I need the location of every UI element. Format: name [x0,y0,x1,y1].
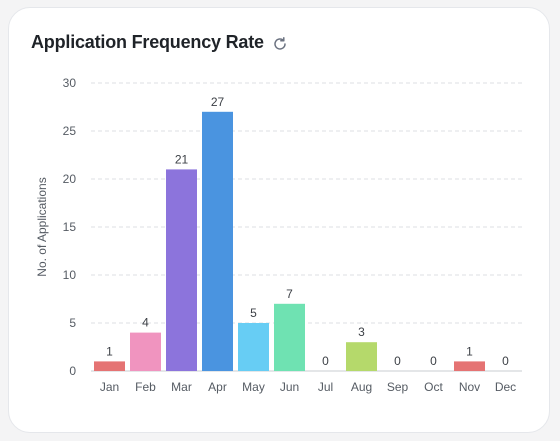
y-tick-label: 30 [63,76,77,90]
x-tick-label: Nov [459,380,480,394]
x-tick-label: Jan [100,380,119,394]
y-tick-label: 20 [63,172,77,186]
bar-value-label: 0 [502,354,509,368]
x-tick-label: Aug [351,380,372,394]
y-axis-ticks: 0 5 10 15 20 25 30 [63,76,77,378]
bar-mar[interactable] [166,169,197,371]
bar-value-label: 27 [211,95,225,109]
bar-may[interactable] [238,323,269,371]
refresh-icon[interactable] [272,36,288,52]
bar-value-label: 5 [250,306,257,320]
bar-value-label: 1 [466,344,473,358]
y-tick-label: 15 [63,220,77,234]
bar-apr[interactable] [202,111,233,372]
x-tick-label: Sep [387,380,409,394]
bar-jan[interactable] [94,361,125,371]
card-header: Application Frequency Rate [31,32,288,53]
bars: 1 4 21 27 5 7 0 3 0 0 1 0 [94,95,509,372]
y-tick-label: 25 [63,124,77,138]
bar-aug[interactable] [346,342,377,371]
x-tick-label: Jun [280,380,299,394]
x-tick-label: Dec [495,380,516,394]
y-tick-label: 10 [63,268,77,282]
x-tick-label: Feb [135,380,156,394]
y-tick-label: 5 [69,316,76,330]
bar-nov[interactable] [454,361,485,371]
x-tick-label: Jul [318,380,333,394]
bar-value-label: 0 [430,354,437,368]
gridlines [91,82,522,372]
bar-value-label: 0 [322,354,329,368]
x-axis-ticks: Jan Feb Mar Apr May Jun Jul Aug Sep Oct Nov Dec [100,380,516,394]
bar-value-label: 21 [175,152,189,166]
bar-jun[interactable] [274,303,305,371]
x-tick-label: May [242,380,265,394]
bar-value-label: 0 [394,354,401,368]
y-axis-title: No. of Applications [35,177,49,276]
y-tick-label: 0 [69,364,76,378]
bar-value-label: 1 [106,344,113,358]
bar-value-label: 7 [286,287,293,301]
bar-feb[interactable] [130,332,161,371]
bar-value-label: 4 [142,316,149,330]
x-tick-label: Oct [424,380,443,394]
x-tick-label: Apr [208,380,227,394]
chart-title: Application Frequency Rate [31,32,264,52]
x-tick-label: Mar [171,380,192,394]
bar-value-label: 3 [358,325,365,339]
